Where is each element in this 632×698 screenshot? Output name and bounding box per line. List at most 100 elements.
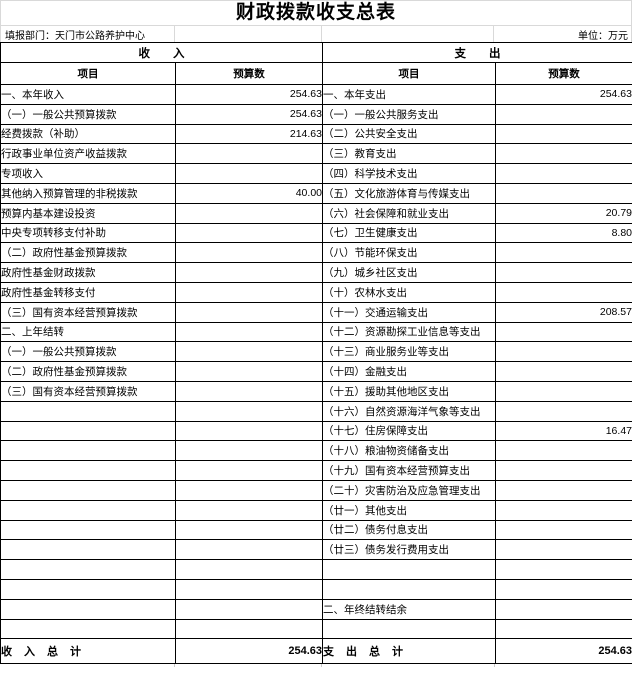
expense-item-cell: （十二）资源勘探工业信息等支出	[322, 321, 496, 343]
income-budget-column-header: 预算数	[175, 62, 323, 85]
expense-value-cell	[495, 182, 632, 204]
expense-value-cell	[495, 440, 632, 462]
income-value-cell	[175, 222, 323, 244]
income-value-cell	[175, 361, 323, 382]
expense-item-cell: （廿一）其他支出	[322, 499, 496, 521]
expense-item-cell: 一、本年支出	[322, 84, 496, 105]
expense-item-cell: （廿二）债务付息支出	[322, 519, 496, 541]
income-value-cell	[175, 281, 323, 303]
expense-total-label: 支出总计	[322, 638, 496, 665]
expense-item-cell: （十三）商业服务业等支出	[322, 341, 496, 363]
income-value-cell	[175, 519, 323, 541]
income-value-cell	[175, 242, 323, 264]
income-item-cell: （二）政府性基金预算拨款	[0, 361, 176, 382]
income-item-cell: 行政事业单位资产收益拨款	[0, 143, 176, 165]
table-row: （廿二）债务付息支出	[0, 519, 632, 541]
income-item-cell: （三）国有资本经营预算拨款	[0, 380, 176, 402]
income-value-cell: 254.63	[175, 103, 323, 125]
table-row: （三）国有资本经营预算拨款 （十五）援助其他地区支出	[0, 380, 632, 402]
budget-table: 收入 支出 项目 预算数 项目 预算数 一、本年收入 254.63 一、本年支出 25…	[0, 42, 632, 665]
expense-item-cell: （五）文化旅游体育与传媒支出	[322, 182, 496, 204]
income-item-cell	[0, 460, 176, 481]
expense-value-cell: 16.47	[495, 420, 632, 442]
expense-value-cell	[495, 519, 632, 541]
column-header-row: 项目 预算数 项目 预算数	[0, 62, 632, 85]
table-row: （一）一般公共预算拨款 254.63 （一）一般公共服务支出	[0, 103, 632, 125]
income-item-cell: 专项收入	[0, 163, 176, 184]
income-item-cell	[0, 618, 176, 640]
income-value-cell	[175, 143, 323, 165]
expense-item-cell: （十五）援助其他地区支出	[322, 380, 496, 402]
income-value-cell	[175, 598, 323, 620]
income-total-label: 收入总计	[0, 638, 176, 665]
expense-item-cell: （七）卫生健康支出	[322, 222, 496, 244]
bottom-gridline-strip	[0, 664, 632, 668]
expense-item-cell: （十九）国有资本经营预算支出	[322, 460, 496, 481]
income-item-cell: 中央专项转移支付补助	[0, 222, 176, 244]
expense-value-cell: 8.80	[495, 222, 632, 244]
expense-item-cell: （十八）粮油物资储备支出	[322, 440, 496, 462]
expense-item-cell: （三）教育支出	[322, 143, 496, 165]
report-title: 财政拨款收支总表	[0, 0, 632, 25]
income-item-cell: （二）政府性基金预算拨款	[0, 242, 176, 264]
expense-budget-column-header: 预算数	[495, 62, 632, 85]
expense-value-cell	[495, 341, 632, 363]
expense-item-cell: （十六）自然资源海洋气象等支出	[322, 400, 496, 422]
expense-item-column-header: 项目	[322, 62, 496, 85]
expense-value-cell	[495, 578, 632, 600]
table-row: （十八）粮油物资储备支出	[0, 440, 632, 462]
table-row	[0, 559, 632, 580]
table-row: （十七）住房保障支出 16.47	[0, 420, 632, 442]
expense-item-cell: （八）节能环保支出	[322, 242, 496, 264]
expense-value-cell: 20.79	[495, 202, 632, 224]
table-row: （廿一）其他支出	[0, 499, 632, 521]
income-item-cell: 一、本年收入	[0, 84, 176, 105]
table-row: 经费拨款（补助） 214.63 （二）公共安全支出	[0, 123, 632, 145]
expense-value-cell	[495, 559, 632, 580]
income-total-value: 254.63	[175, 638, 323, 665]
income-section-header: 收入	[0, 42, 323, 63]
expense-total-value: 254.63	[495, 638, 632, 665]
income-item-cell: 经费拨款（补助）	[0, 123, 176, 145]
income-item-cell	[0, 400, 176, 422]
income-item-cell	[0, 519, 176, 541]
expense-item-cell: （二）公共安全支出	[322, 123, 496, 145]
expense-item-cell	[322, 559, 496, 580]
expense-value-cell	[495, 598, 632, 620]
income-value-cell	[175, 341, 323, 363]
table-row: （一）一般公共预算拨款 （十三）商业服务业等支出	[0, 341, 632, 363]
income-item-cell	[0, 479, 176, 501]
meta-empty-cell	[175, 26, 322, 42]
income-value-cell: 40.00	[175, 182, 323, 204]
income-item-cell	[0, 420, 176, 442]
table-row: （十九）国有资本经营预算支出	[0, 460, 632, 481]
income-value-cell	[175, 499, 323, 521]
expense-item-cell: （六）社会保障和就业支出	[322, 202, 496, 224]
expense-item-cell: （十）农林水支出	[322, 281, 496, 303]
expense-item-cell: （十四）金融支出	[322, 361, 496, 382]
expense-value-cell	[495, 143, 632, 165]
income-item-column-header: 项目	[0, 62, 176, 85]
table-row: （三）国有资本经营预算拨款 （十一）交通运输支出 208.57	[0, 301, 632, 323]
income-value-cell	[175, 420, 323, 442]
income-value-cell	[175, 618, 323, 640]
expense-value-cell	[495, 479, 632, 501]
expense-value-cell	[495, 400, 632, 422]
unit-label: 单位：万元	[578, 30, 628, 42]
expense-item-cell: 二、年终结转结余	[322, 598, 496, 620]
income-value-cell: 214.63	[175, 123, 323, 145]
income-item-cell	[0, 578, 176, 600]
expense-item-cell: （九）城乡社区支出	[322, 262, 496, 283]
expense-item-cell: （二十）灾害防治及应急管理支出	[322, 479, 496, 501]
expense-value-cell	[495, 103, 632, 125]
income-value-cell	[175, 539, 323, 561]
income-value-cell	[175, 479, 323, 501]
table-row: （二）政府性基金预算拨款 （八）节能环保支出	[0, 242, 632, 264]
income-item-cell	[0, 559, 176, 580]
income-value-cell	[175, 262, 323, 283]
expense-section-header: 支出	[322, 42, 632, 63]
expense-value-cell	[495, 380, 632, 402]
expense-value-cell	[495, 262, 632, 283]
income-value-cell	[175, 380, 323, 402]
expense-item-cell: （廿三）债务发行费用支出	[322, 539, 496, 561]
